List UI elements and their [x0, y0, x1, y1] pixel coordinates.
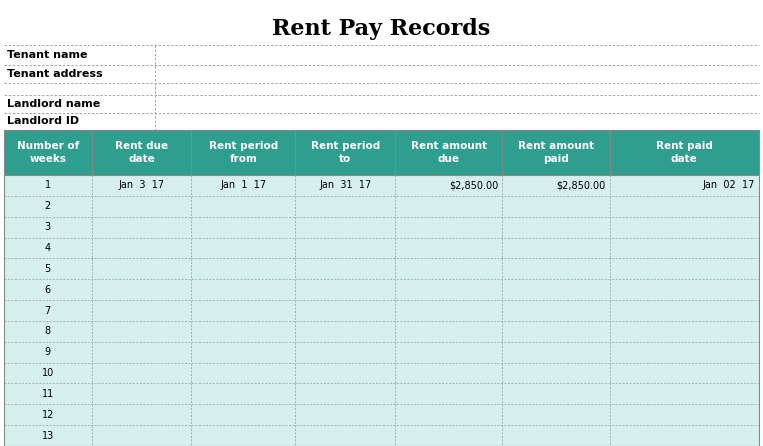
Text: Rent period
from: Rent period from	[209, 141, 278, 164]
Text: 1: 1	[45, 181, 51, 190]
Text: Rent amount
due: Rent amount due	[410, 141, 487, 164]
Bar	[4, 425, 759, 446]
Text: Jan  1  17: Jan 1 17	[221, 181, 266, 190]
Text: 2: 2	[45, 201, 51, 211]
Text: Rent paid
date: Rent paid date	[656, 141, 713, 164]
Bar	[4, 175, 759, 196]
Text: Landlord ID: Landlord ID	[7, 116, 79, 127]
Text: 7: 7	[45, 306, 51, 315]
Bar	[4, 279, 759, 300]
Bar	[4, 238, 759, 258]
Text: 12: 12	[42, 410, 54, 420]
Bar	[4, 130, 759, 175]
Text: $2,850.00: $2,850.00	[556, 181, 606, 190]
Text: Tenant address: Tenant address	[7, 69, 103, 79]
Text: Rent period
to: Rent period to	[311, 141, 380, 164]
Text: Number of
weeks: Number of weeks	[17, 141, 79, 164]
Bar	[4, 342, 759, 363]
Bar	[4, 384, 759, 405]
Text: Jan  31  17: Jan 31 17	[319, 181, 372, 190]
Text: 9: 9	[45, 347, 51, 357]
Text: Landlord name: Landlord name	[7, 99, 100, 109]
Bar	[4, 405, 759, 425]
Text: Jan  02  17: Jan 02 17	[703, 181, 755, 190]
Bar	[4, 321, 759, 342]
Text: 3: 3	[45, 222, 51, 232]
Bar	[4, 300, 759, 321]
Bar	[4, 196, 759, 217]
Text: Rent due
date: Rent due date	[115, 141, 168, 164]
Bar	[4, 217, 759, 238]
Text: 6: 6	[45, 285, 51, 295]
Text: 8: 8	[45, 326, 51, 336]
Text: 10: 10	[42, 368, 54, 378]
Text: 13: 13	[42, 430, 54, 441]
Text: 5: 5	[45, 264, 51, 274]
Text: 11: 11	[42, 389, 54, 399]
Text: Rent Pay Records: Rent Pay Records	[272, 18, 491, 40]
Bar	[4, 363, 759, 384]
Text: Jan  3  17: Jan 3 17	[118, 181, 165, 190]
Bar	[4, 258, 759, 279]
Text: Tenant name: Tenant name	[7, 50, 88, 60]
Text: Rent amount
paid: Rent amount paid	[518, 141, 594, 164]
Text: 4: 4	[45, 243, 51, 253]
Text: $2,850.00: $2,850.00	[449, 181, 498, 190]
